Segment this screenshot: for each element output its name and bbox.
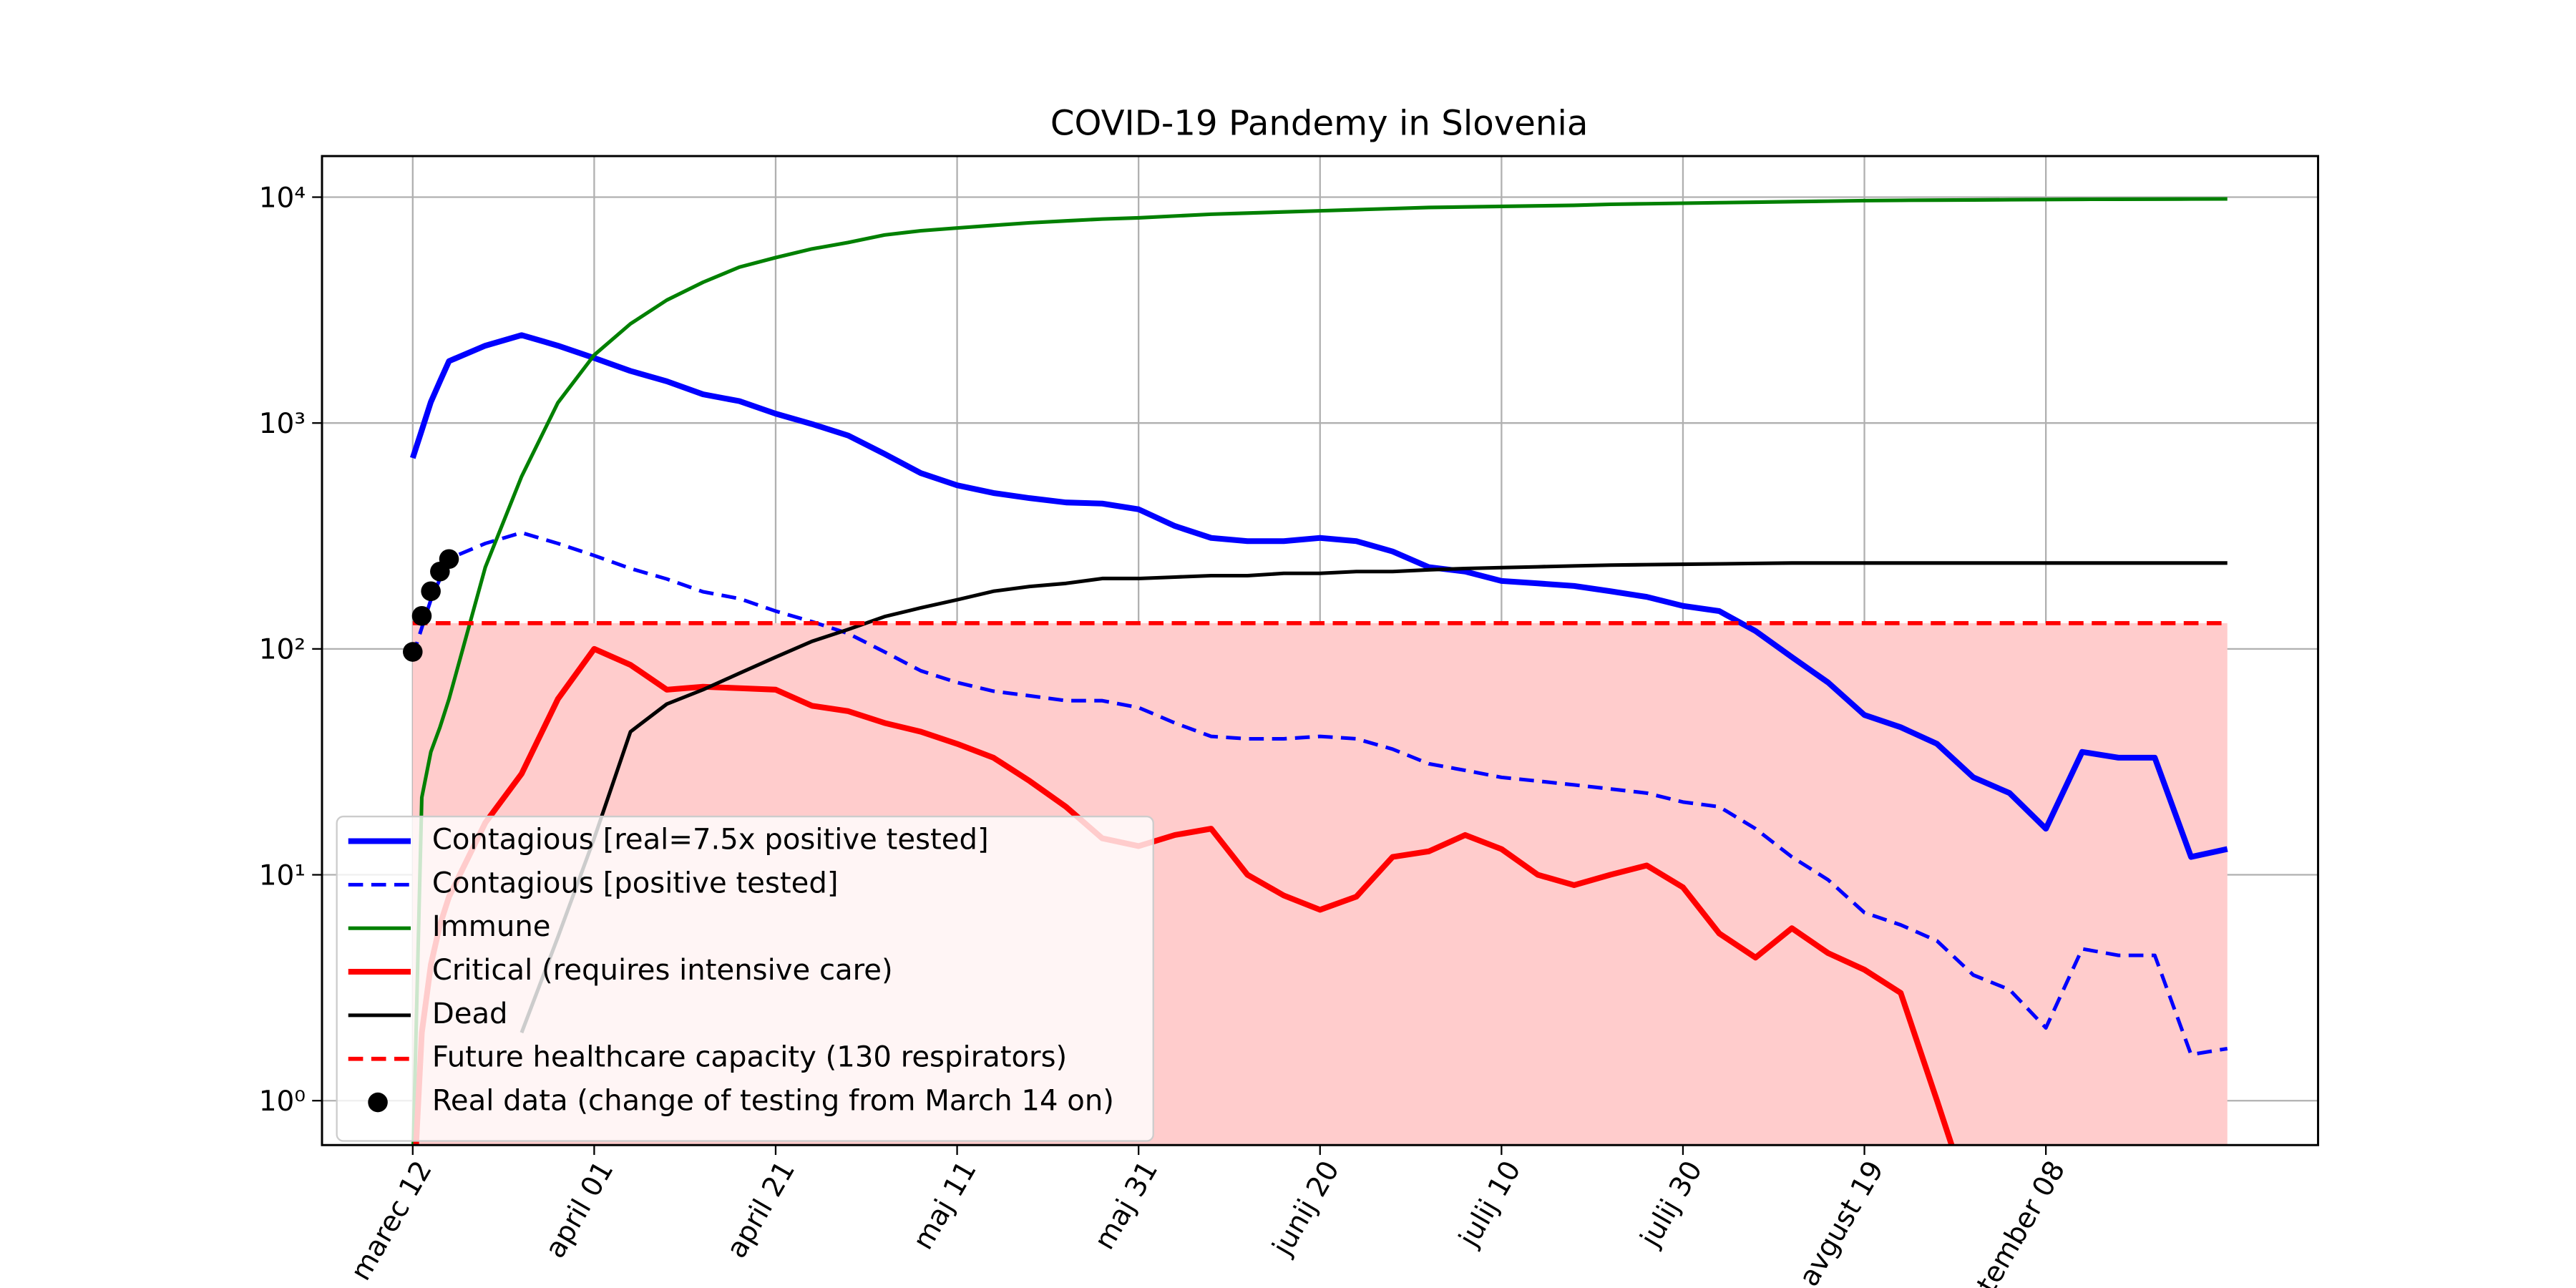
series-line [519, 561, 2228, 1034]
legend-label: Future healthcare capacity (130 respirat… [432, 1041, 1067, 1074]
chart-title: COVID-19 Pandemy in Slovenia [1050, 103, 1589, 143]
y-tick-label: 10⁰ [259, 1085, 306, 1118]
x-tick-label: april 21 [721, 1156, 801, 1264]
legend-marker [368, 1092, 388, 1113]
y-tick-label: 10³ [259, 408, 306, 440]
legend-label: Contagious [real=7.5x positive tested] [432, 824, 989, 857]
data-point [403, 642, 423, 662]
x-tick-label: maj 31 [1088, 1156, 1164, 1255]
legend-label: Immune [432, 910, 551, 943]
x-tick-label: maj 11 [907, 1156, 982, 1255]
x-tick-label: september 08 [1946, 1156, 2072, 1288]
data-point [421, 581, 441, 602]
legend: Contagious [real=7.5x positive tested] Co… [336, 815, 1154, 1142]
legend-label: Critical (requires intensive care) [432, 954, 893, 987]
x-tick-label: avgust 19 [1793, 1156, 1890, 1288]
x-tick-label: julij 30 [1634, 1156, 1709, 1253]
legend-box [336, 815, 1154, 1142]
x-tick-label: marec 12 [345, 1156, 439, 1286]
y-tick-label: 10¹ [259, 859, 306, 892]
legend-label: Dead [432, 997, 508, 1030]
series-line [411, 197, 2228, 1146]
series-line [409, 332, 2228, 860]
x-tick-label: junij 20 [1266, 1156, 1345, 1262]
x-tick-label: julij 10 [1453, 1156, 1528, 1253]
data-point [411, 605, 432, 626]
series-line [411, 530, 2228, 1057]
x-tick-label: april 01 [539, 1156, 620, 1264]
legend-label: Real data (change of testing from March … [432, 1085, 1114, 1118]
y-tick-label: 10² [259, 634, 306, 666]
legend-label: Contagious [positive tested] [432, 867, 839, 899]
y-tick-label: 10⁴ [259, 182, 306, 214]
data-point [439, 549, 459, 570]
axes-frame [321, 155, 2320, 1146]
